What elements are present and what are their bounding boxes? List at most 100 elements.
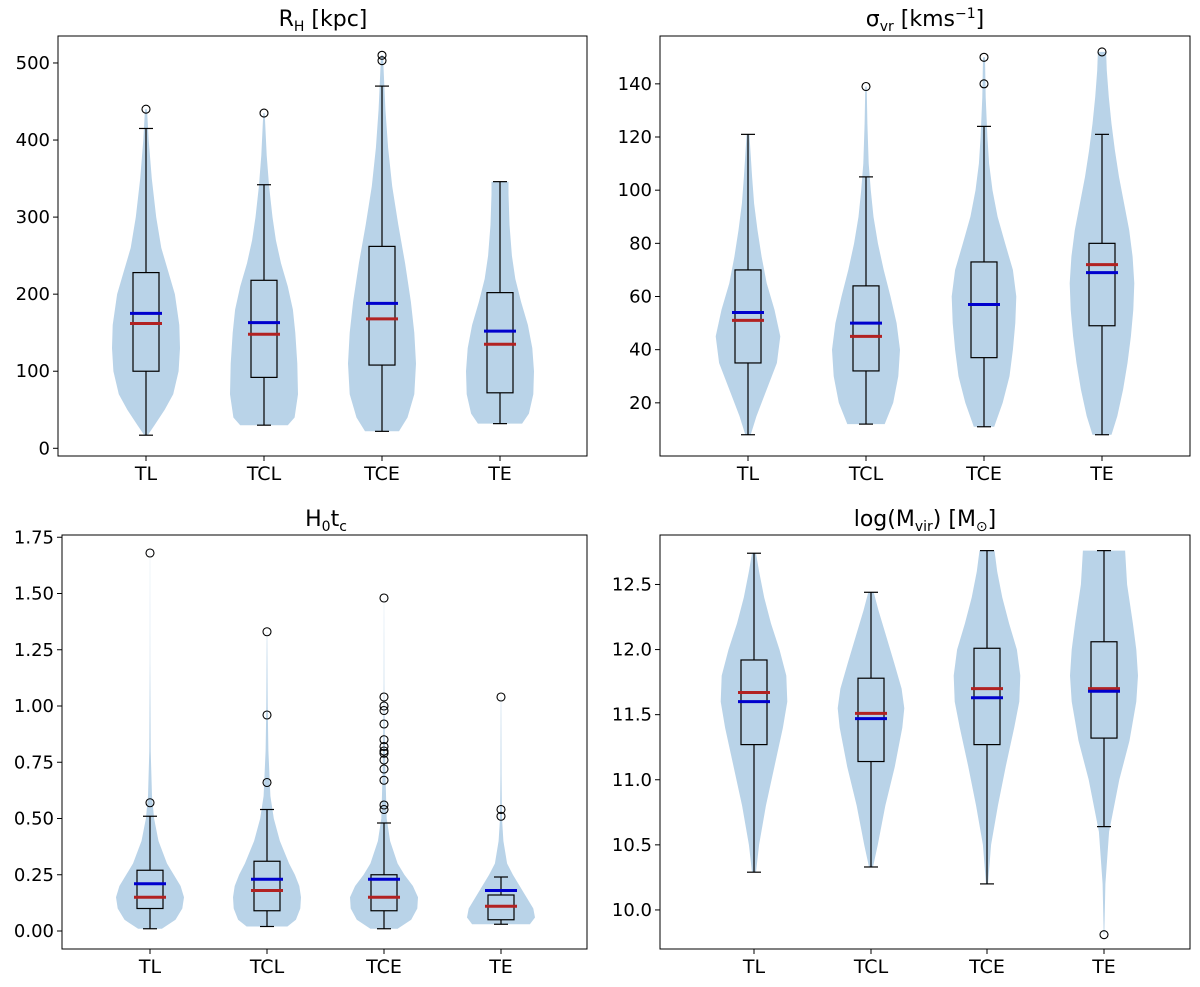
- panel-h0tc-plot: 0.00 0.25 0.50 0.75 1.00 1.25 1.50 1.75 TL TCL TCE…: [14, 527, 588, 978]
- plot-frame: [57, 35, 588, 457]
- outlier-point-tce: [979, 52, 989, 62]
- box-tce: [370, 874, 398, 912]
- x-category-label: TCL: [246, 463, 282, 485]
- y-tick-label: 400: [16, 130, 50, 151]
- outlier-point-tcl: [262, 777, 272, 788]
- outlier-point-tce: [379, 593, 389, 603]
- outlier-point-tcl: [262, 710, 272, 720]
- y-tick-label: 80: [629, 233, 652, 254]
- box-tcl: [250, 279, 278, 378]
- y-tick-label: 100: [618, 180, 652, 201]
- plot-area: [116, 548, 535, 930]
- x-category-label: TCE: [363, 463, 400, 485]
- panel-sigma-title: σvr [kms−1]: [866, 6, 984, 35]
- plot-frame: [61, 534, 588, 950]
- x-category-label: TCL: [848, 463, 884, 485]
- violin-tcl: [837, 592, 905, 867]
- violin-tl: [116, 553, 184, 929]
- y-tick-label: 140: [618, 74, 652, 95]
- y-tick-label: 12.5: [612, 574, 652, 595]
- plot-area: [112, 50, 534, 436]
- outlier-point-te: [496, 811, 506, 821]
- panel-sigma: σvr [kms−1] 20 40 60 80 100 120 140 TL TCL TCE TE: [618, 6, 1191, 485]
- x-category-label: TL: [742, 956, 766, 978]
- x-category-label: TCL: [249, 956, 285, 978]
- outlier-point-tce: [379, 701, 389, 711]
- x-category-label: TE: [1089, 463, 1114, 485]
- panel-h0tc-title: H0tc: [305, 507, 347, 535]
- y-tick-label: 40: [629, 340, 652, 361]
- plot-area: [715, 47, 1135, 436]
- y-tick-label: 12.0: [612, 640, 652, 661]
- outlier-point-tcl: [861, 81, 871, 92]
- violin-tcl: [233, 631, 301, 927]
- x-category-label: TL: [134, 463, 158, 485]
- y-tick-label: 200: [16, 284, 50, 305]
- y-tick-label: 100: [16, 361, 50, 382]
- outlier-point-tce: [379, 705, 389, 716]
- box-te: [1088, 242, 1116, 327]
- outlier-point-tcl: [262, 627, 272, 637]
- x-category-label: TE: [1091, 956, 1116, 978]
- outlier-point-tce: [379, 804, 389, 815]
- y-tick-label: 1.00: [14, 696, 54, 717]
- violin-tl: [720, 553, 788, 873]
- box-tce: [368, 245, 396, 366]
- violin-tce: [350, 598, 418, 929]
- y-tick-label: 0.25: [14, 865, 54, 886]
- box-tl: [136, 869, 164, 910]
- outlier-point-tce: [379, 775, 389, 785]
- y-tick-label: 60: [629, 287, 652, 308]
- box-te: [486, 292, 514, 394]
- outlier-point-tce: [379, 748, 389, 758]
- y-tick-label: 11.0: [612, 770, 652, 791]
- x-category-label: TL: [736, 463, 760, 485]
- outlier-point-tce: [379, 755, 389, 765]
- outlier-point-tce: [379, 800, 389, 810]
- panel-rh: RH [kpc] 0 100 200 300 400 500 TL TCL TCE TE: [16, 7, 588, 485]
- outlier-point-tce: [377, 50, 387, 60]
- y-tick-label: 1.50: [14, 584, 54, 605]
- outlier-point-tcl: [259, 108, 269, 118]
- plot-frame: [659, 35, 1191, 457]
- panel-rh-title: RH [kpc]: [279, 7, 368, 35]
- y-tick-label: 20: [629, 393, 652, 414]
- y-tick-label: 0: [39, 438, 50, 459]
- x-category-label: TE: [487, 463, 512, 485]
- outlier-point-tce: [379, 692, 389, 702]
- panel-sigma-plot: 20 40 60 80 100 120 140 TL TCL TCE TE: [618, 35, 1191, 485]
- violin-tl: [715, 134, 781, 435]
- y-tick-label: 1.25: [14, 640, 54, 661]
- x-category-label: TCE: [365, 956, 402, 978]
- outlier-point-te: [496, 804, 506, 815]
- panel-rh-plot: 0 100 200 300 400 500 TL TCL TCE TE: [16, 35, 588, 485]
- y-tick-label: 10.0: [612, 900, 652, 921]
- y-tick-label: 0.50: [14, 809, 54, 830]
- outlier-point-tl: [145, 798, 155, 808]
- outlier-point-tce: [979, 79, 989, 89]
- outlier-point-tce: [379, 719, 389, 729]
- violin-te: [466, 181, 534, 424]
- outlier-point-tce: [379, 746, 389, 756]
- box-tl: [132, 271, 160, 372]
- y-tick-label: 500: [16, 53, 50, 74]
- y-tick-label: 11.5: [612, 705, 652, 726]
- x-category-label: TE: [488, 956, 513, 978]
- x-category-label: TCE: [968, 956, 1005, 978]
- panel-mvir: log(Mvir) [M⊙] 10.0 10.5 11.0 11.5 12.0 12.5 T…: [612, 507, 1191, 978]
- x-category-label: TCL: [853, 956, 889, 978]
- y-tick-label: 0.75: [14, 752, 54, 773]
- box-tce: [970, 261, 998, 359]
- plot-frame: [659, 534, 1191, 950]
- panel-mvir-plot: 10.0 10.5 11.0 11.5 12.0 12.5 TL TCL TCE TE: [612, 534, 1191, 978]
- outlier-point-tl: [141, 104, 151, 114]
- panel-mvir-title: log(Mvir) [M⊙]: [854, 507, 997, 535]
- outlier-point-tce: [377, 56, 387, 66]
- panel-h0tc: H0tc 0.00 0.25 0.50 0.75 1.00 1.25 1.50 1.75 TL T…: [14, 507, 588, 978]
- box-tcl: [253, 860, 281, 912]
- violin-tce: [953, 550, 1021, 884]
- x-category-label: TCE: [965, 463, 1002, 485]
- outlier-point-te: [1097, 47, 1107, 57]
- y-tick-label: 120: [618, 127, 652, 148]
- outlier-point-tl: [145, 548, 155, 558]
